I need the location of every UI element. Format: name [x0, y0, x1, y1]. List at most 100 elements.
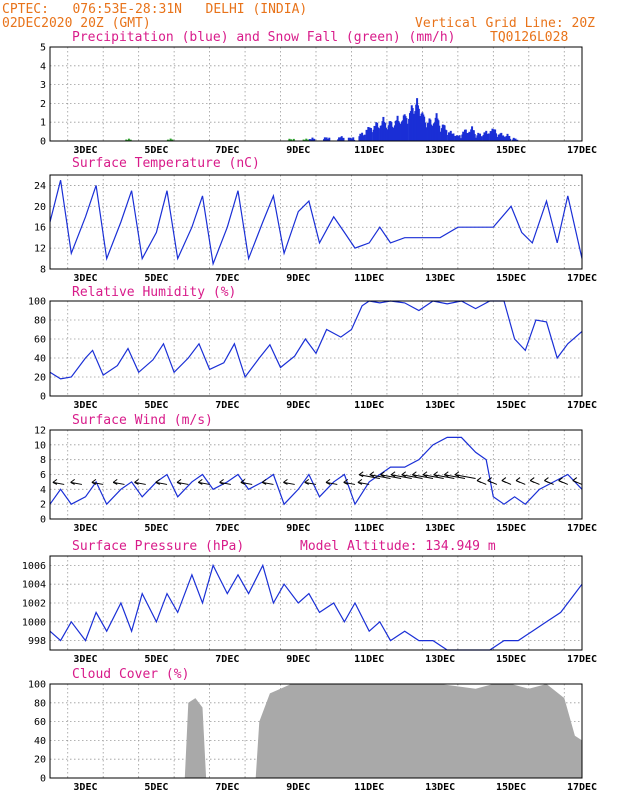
temp-title: Surface Temperature (nC) [72, 156, 260, 171]
wind-arrow [412, 474, 434, 479]
wind-arrow-head [155, 481, 160, 485]
wind-arrow [304, 481, 317, 485]
x-tick-label: 5DEC [144, 400, 168, 411]
y-tick-label: 60 [34, 717, 46, 728]
y-tick-label: 12 [34, 426, 46, 437]
pressure-title: Surface Pressure (hPa) [72, 539, 244, 554]
wind-arrow-head [176, 481, 182, 485]
wind-arrow-head [283, 478, 288, 483]
wind-arrow-head [380, 474, 385, 478]
wind-arrow-head [261, 478, 267, 483]
wind-arrow-head [70, 481, 75, 485]
panel-frame [49, 429, 583, 520]
x-tick-label: 15DEC [496, 523, 526, 534]
y-tick-label: 4 [40, 485, 46, 496]
wind-arrow-head [304, 478, 310, 483]
wind-arrow-head [444, 474, 449, 478]
wind-arrow-head [433, 471, 438, 476]
header-grid-line: Vertical Grid Line: 20Z [415, 16, 595, 31]
header-date: 02DEC2020 20Z (GMT) [2, 16, 151, 31]
snow-bar [127, 138, 130, 141]
wind-arrow [390, 474, 412, 479]
wind-arrow-head [112, 481, 118, 485]
wind-arrow-head [412, 471, 417, 476]
wind-arrow-head [369, 471, 375, 476]
snow-bar [305, 138, 308, 141]
y-tick-label: 16 [34, 223, 46, 234]
panel-frame [49, 174, 583, 270]
wind-arrow-head [501, 480, 507, 484]
wind-arrow-head [198, 481, 203, 485]
y-tick-label: 998 [28, 636, 46, 647]
y-tick-label: 0 [40, 392, 46, 403]
wind-arrow-head [476, 480, 482, 484]
wind-arrow [198, 481, 210, 485]
precip-bar [370, 132, 373, 141]
x-tick-label: 17DEC [567, 782, 597, 793]
precip-bar [508, 135, 511, 141]
x-tick-label: 9DEC [286, 145, 310, 156]
precip-bar [459, 138, 462, 141]
wind-arrow-head [261, 481, 267, 485]
wind-arrow-head [134, 478, 139, 483]
wind-arrow [343, 481, 356, 485]
wind-title: Surface Wind (m/s) [72, 413, 213, 428]
y-tick-label: 0 [40, 137, 46, 148]
snow-bar [292, 138, 295, 141]
wind-arrow [134, 481, 146, 485]
wind-arrow-head [155, 478, 161, 483]
x-tick-label: 13DEC [425, 145, 455, 156]
x-tick-label: 3DEC [73, 400, 97, 411]
y-tick-label: 8 [40, 455, 46, 466]
wind-arrow-head [390, 474, 396, 478]
precip-bar [466, 133, 469, 141]
precip-bar [431, 125, 434, 141]
header-model-id: TQ0126L028 [490, 30, 568, 45]
series-line [49, 180, 583, 267]
y-tick-label: 100 [28, 297, 46, 308]
y-tick-label: 12 [34, 244, 46, 255]
precip-bar [494, 133, 497, 141]
x-tick-label: 13DEC [425, 273, 455, 284]
snow-bar [288, 138, 291, 141]
y-tick-label: 1006 [22, 561, 46, 572]
wind-arrow-head [454, 471, 460, 476]
wind-arrow-head [343, 481, 348, 485]
snow-bar [171, 139, 174, 141]
x-tick-label: 3DEC [73, 782, 97, 793]
y-tick-label: 5 [40, 43, 46, 54]
y-tick-label: 80 [34, 316, 46, 327]
wind-arrow [91, 481, 104, 485]
wind-arrow-head [422, 474, 428, 478]
snow-bar [169, 138, 172, 141]
precip-bar [338, 137, 341, 141]
wind-arrow [380, 474, 402, 479]
panel-frame [49, 300, 583, 397]
y-tick-label: 40 [34, 736, 46, 747]
wind-arrow-head [401, 474, 406, 478]
wind-arrow [359, 474, 380, 479]
wind-arrow-head [325, 481, 331, 485]
wind-arrow [240, 481, 253, 485]
x-tick-label: 11DEC [354, 400, 384, 411]
wind-arrow [401, 474, 423, 479]
x-tick-label: 15DEC [496, 782, 526, 793]
wind-arrow [454, 474, 476, 479]
precip-bar [325, 137, 328, 141]
y-tick-label: 1 [40, 118, 46, 129]
precip-bar [353, 139, 356, 141]
snow-bar [307, 139, 310, 141]
wind-arrow-head [52, 481, 58, 485]
x-tick-label: 11DEC [354, 273, 384, 284]
wind-arrow [369, 474, 391, 479]
precip-bar [363, 134, 366, 141]
wind-arrow-head [343, 478, 349, 483]
precip-bar [385, 128, 388, 141]
y-tick-label: 0 [40, 774, 46, 785]
x-tick-label: 7DEC [215, 400, 239, 411]
wind-arrow-head [70, 478, 75, 483]
wind-arrow-head [112, 478, 118, 483]
precip-bar [473, 134, 476, 141]
wind-arrow [70, 481, 83, 485]
x-tick-label: 9DEC [286, 400, 310, 411]
